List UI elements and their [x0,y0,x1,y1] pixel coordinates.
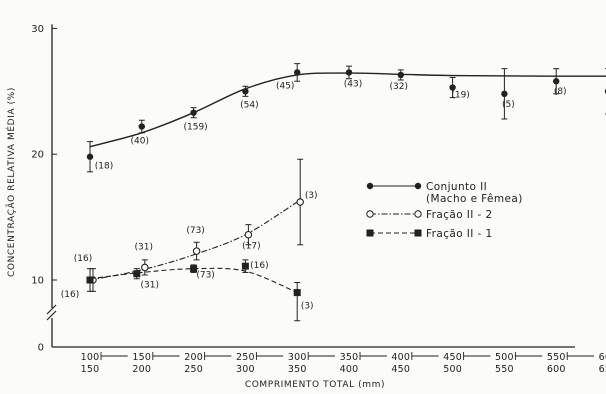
x-tick-label-top: 550 [547,352,566,363]
x-axis-title: COMPRIMENTO TOTAL (mm) [245,380,385,390]
x-tick-label-bottom: 650 [599,364,606,375]
axes: 0102030100150150200200250250300300350350… [5,24,606,390]
legend-marker [366,182,374,190]
sample-size-label: (54) [240,100,258,110]
x-tick-label-bottom: 300 [236,364,255,375]
sample-size-label: (8) [554,87,567,97]
sample-size-label: (73) [196,271,214,281]
legend-label: Fração II - 2 [426,209,493,221]
legend-label: (Macho e Fêmea) [426,193,523,205]
sample-size-label: (16) [74,254,92,264]
data-point [190,109,197,116]
x-range-connector [359,352,387,360]
sample-size-label: (5) [502,100,515,110]
sample-size-label: (43) [344,79,362,89]
data-point [86,153,94,160]
x-range-connector [204,352,232,360]
data-point [244,230,253,239]
data-point [553,78,560,85]
legend-label: Conjunto II [426,181,487,193]
legend-marker [366,210,374,218]
sample-size-label: (159) [183,123,207,133]
sample-size-label: (31) [135,242,153,252]
series-0 [86,63,606,173]
series-1 [89,158,304,292]
legend: Conjunto II(Macho e Fêmea) Fração II - 2 F… [366,181,523,240]
x-tick-label-bottom: 200 [132,364,151,375]
x-tick-label-bottom: 450 [391,364,410,375]
x-range-connector [255,352,284,360]
x-tick-label-top: 300 [288,352,307,363]
x-tick-label-top: 600 [599,352,606,363]
x-tick-label-bottom: 400 [340,364,359,375]
sample-size-label: (32) [390,82,408,92]
data-point [296,198,304,206]
y-tick-label: 30 [31,24,44,35]
data-point [138,123,145,130]
x-tick-label-top: 100 [81,352,100,363]
data-point [141,263,149,272]
x-range-connector [463,352,491,360]
x-tick-label-bottom: 500 [443,364,462,375]
data-point [501,90,508,98]
sample-size-label: (17) [242,242,260,252]
x-tick-label-top: 200 [184,352,203,363]
data-point [86,276,94,284]
data-point [449,84,456,91]
data-point [293,289,301,297]
x-tick-label-bottom: 250 [184,364,203,375]
y-tick-label: 10 [31,276,44,287]
sample-size-label: (40) [131,137,149,147]
x-range-connector [307,352,335,360]
x-range-connector [514,352,543,360]
data-point [242,88,249,95]
sample-size-label: (16) [250,261,268,271]
sample-size-label: (31) [141,281,159,291]
data-point [294,69,301,76]
y-tick-label: 0 [38,343,44,354]
y-axis-title: CONCENTRAÇÃO RELATIVA MÉDIA (%) [5,87,17,277]
x-range-connector [100,352,128,360]
x-tick-label-top: 350 [340,352,359,363]
legend-marker [414,210,422,218]
sample-size-label: (19) [451,91,469,101]
x-tick-label-bottom: 150 [81,364,100,375]
x-tick-label-top: 250 [236,352,255,363]
data-point [345,69,353,76]
data-point [133,270,141,278]
sample-size-label: (3) [305,191,318,201]
sample-size-label: (3) [301,302,314,312]
data-point [190,265,198,273]
sample-size-label: (18) [95,162,113,172]
data-point [397,71,404,79]
x-tick-label-bottom: 600 [547,364,566,375]
x-tick-label-top: 450 [443,352,462,363]
series-line [89,201,298,281]
legend-marker [366,229,374,237]
x-range-connector [411,352,439,360]
sample-size-label: (73) [186,226,204,236]
sample-size-label: (45) [276,81,294,91]
x-tick-label-bottom: 350 [288,364,307,375]
x-tick-label-bottom: 550 [495,364,514,375]
series-2 [86,259,301,322]
x-tick-label-top: 500 [495,352,514,363]
y-tick-label: 20 [31,150,44,161]
data-point [241,262,249,270]
legend-marker [414,229,422,237]
series-layer [86,63,606,322]
x-range-connector [566,352,594,360]
data-point [192,247,201,255]
sample-size-label: (16) [61,290,79,300]
x-tick-label-top: 400 [391,352,410,363]
annotation-layer: (18) (40) (159) (54) (45) (43) (32) (19) (5) (8) (… [61,79,567,312]
x-range-connector [152,352,180,360]
legend-marker [414,182,422,190]
x-tick-label-top: 150 [132,352,151,363]
legend-label: Fração II - 1 [426,228,493,240]
axis-break-mark [46,304,57,321]
